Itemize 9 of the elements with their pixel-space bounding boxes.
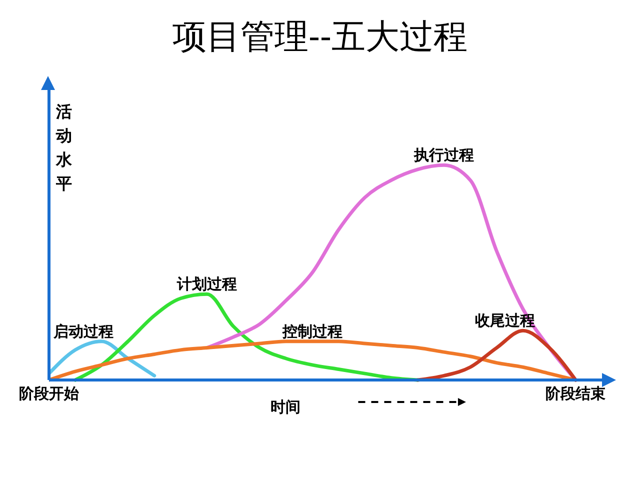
chart-title: 项目管理--五大过程 — [172, 16, 468, 59]
x-axis-title: 时间 — [270, 398, 300, 416]
x-tick-label: 阶段结束 — [546, 384, 606, 403]
series-label: 启动过程 — [52, 322, 114, 340]
series-label: 计划过程 — [176, 275, 237, 294]
y-axis-title: 活动水平 — [56, 100, 74, 196]
x-tick-label: 阶段开始 — [19, 384, 80, 403]
series-label: 控制过程 — [281, 322, 342, 340]
series-label: 执行过程 — [413, 146, 474, 164]
